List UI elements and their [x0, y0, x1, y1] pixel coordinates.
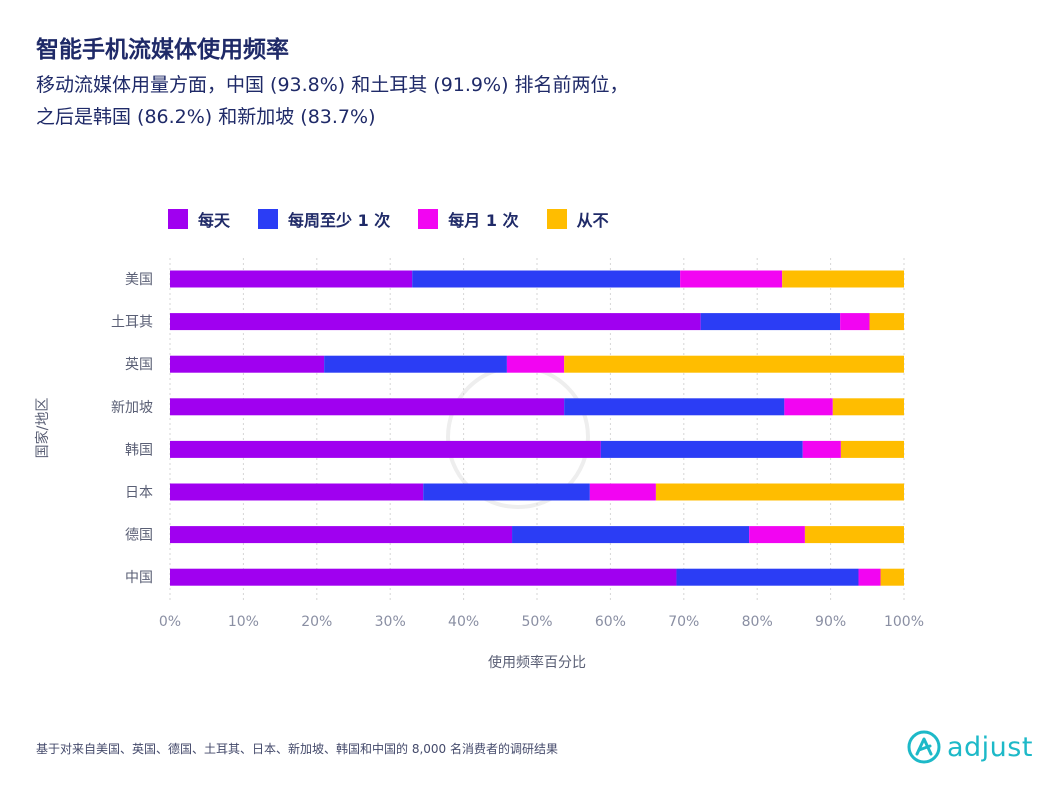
bar-segment	[412, 270, 681, 288]
x-tick-label: 90%	[815, 614, 846, 630]
bar-segment	[170, 440, 601, 458]
y-tick-label: 新加坡	[111, 400, 153, 416]
legend-label-daily: 每天	[198, 211, 231, 230]
subtitle-line-1: 移动流媒体用量方面，中国 (93.8%) 和土耳其 (91.9%) 排名前两位，	[36, 74, 629, 96]
bar-segment	[170, 483, 424, 501]
y-tick-label: 中国	[125, 570, 153, 586]
bar-segment	[784, 398, 833, 416]
bar-segment	[804, 526, 904, 544]
y-tick-label: 美国	[125, 272, 153, 288]
legend-item-never: 从不	[546, 207, 609, 231]
bar-segment	[564, 398, 785, 416]
footnote: 基于对来自美国、英国、德国、土耳其、日本、新加坡、韩国和中国的 8,000 名消…	[36, 742, 558, 756]
y-tick-label: 德国	[125, 528, 153, 544]
x-tick-label: 70%	[668, 614, 699, 630]
legend-swatch-daily	[168, 209, 188, 229]
chart-subtitle: 移动流媒体用量方面，中国 (93.8%) 和土耳其 (91.9%) 排名前两位，…	[36, 69, 629, 133]
bar-segment	[589, 483, 656, 501]
legend-item-weekly: 每周至少 1 次	[258, 207, 390, 231]
bar-segment	[858, 568, 881, 586]
legend-label-weekly: 每周至少 1 次	[288, 211, 391, 230]
bar-segment	[170, 526, 513, 544]
x-tick-label: 20%	[301, 614, 332, 630]
y-tick-label: 土耳其	[111, 315, 153, 331]
x-tick-label: 50%	[521, 614, 552, 630]
bar-segment	[170, 355, 325, 373]
x-tick-label: 40%	[448, 614, 479, 630]
bar-segment	[782, 270, 904, 288]
y-tick-label: 英国	[125, 356, 153, 373]
x-tick-label: 10%	[228, 614, 259, 630]
legend-label-never: 从不	[576, 211, 609, 230]
bar-segment	[802, 440, 841, 458]
bar-segment	[655, 483, 904, 501]
subtitle-line-2: 之后是韩国 (86.2%) 和新加坡 (83.7%)	[36, 106, 376, 128]
bar-segment	[840, 313, 870, 331]
bar-segment	[170, 270, 413, 288]
bar-segment	[600, 440, 803, 458]
chart-title: 智能手机流媒体使用频率	[36, 37, 289, 63]
bar-segment	[564, 355, 904, 373]
x-axis-title: 使用频率百分比	[488, 654, 586, 671]
bar-segment	[880, 568, 904, 586]
bar-segment	[869, 313, 904, 331]
x-tick-label: 30%	[375, 614, 406, 630]
y-tick-label: 日本	[125, 485, 153, 501]
bar-segment	[676, 568, 859, 586]
bar-segment	[170, 313, 701, 331]
adjust-logo: adjust	[907, 730, 1033, 764]
x-tick-label: 60%	[595, 614, 626, 630]
bar-segment	[749, 526, 805, 544]
bar-segment	[170, 398, 565, 416]
bar-segment	[423, 483, 590, 501]
chart-legend: 每天 每周至少 1 次 每月 1 次 从不	[168, 207, 637, 231]
adjust-logo-text: adjust	[947, 731, 1033, 763]
bar-segment	[506, 355, 565, 373]
bar-segment	[680, 270, 783, 288]
bar-segment	[700, 313, 841, 331]
y-tick-label: 韩国	[125, 442, 153, 458]
bar-segment	[840, 440, 904, 458]
legend-label-monthly: 每月 1 次	[448, 211, 519, 230]
y-axis-title: 国家/地区	[34, 398, 51, 459]
legend-item-daily: 每天	[168, 207, 230, 231]
bar-segment	[512, 526, 750, 544]
bar-segment	[832, 398, 904, 416]
x-tick-label: 0%	[159, 614, 181, 630]
legend-swatch-weekly	[258, 209, 279, 229]
x-tick-label: 80%	[742, 614, 773, 630]
legend-swatch-never	[546, 209, 567, 229]
bar-segment	[324, 355, 507, 373]
x-tick-label: 100%	[884, 614, 924, 630]
bar-segment	[170, 568, 677, 586]
adjust-logo-icon	[907, 730, 941, 764]
legend-swatch-monthly	[418, 209, 439, 229]
legend-item-monthly: 每月 1 次	[418, 207, 519, 231]
